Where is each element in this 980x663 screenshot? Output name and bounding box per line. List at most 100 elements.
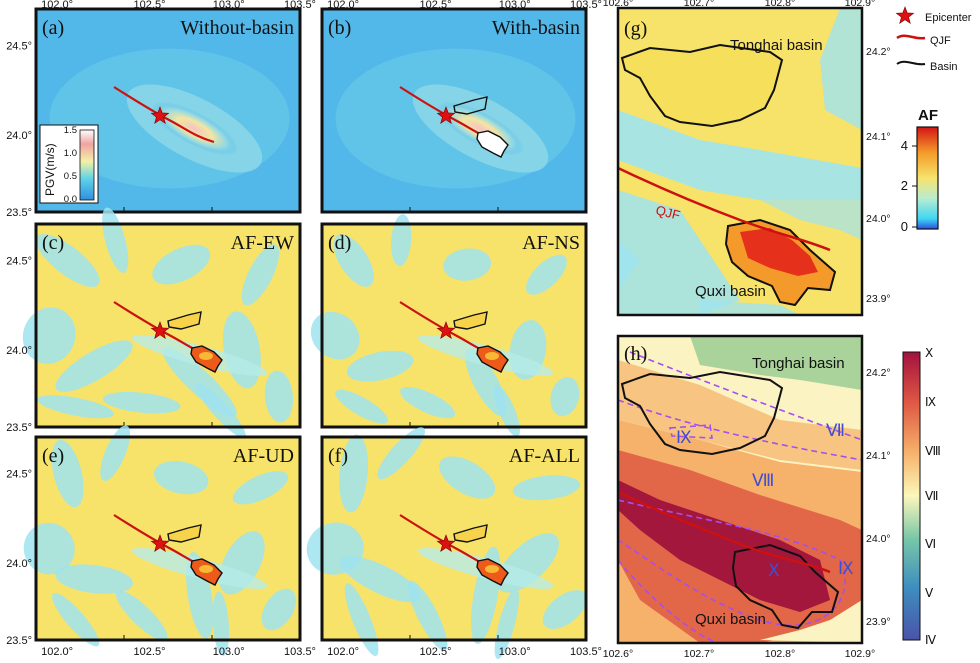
intensity-label: Ⅷ (752, 471, 774, 490)
intensity-colorbar-tick: Ⅳ (925, 633, 936, 647)
af-colorbar: AF 4 2 0 (901, 107, 939, 234)
y-tick-label: 24.0° (6, 558, 32, 570)
y-tick-label: 24.1° (866, 450, 891, 462)
y-tick-label: 24.0° (6, 345, 32, 357)
panel-title: With-basin (492, 17, 580, 39)
af-colorbar-tick: 2 (901, 178, 908, 193)
x-tick-label: 102.7° (684, 648, 714, 660)
panel-letter: (e) (42, 445, 64, 467)
map-panel-a: (a) Without-basin 24.5° 24.0° 23.5° 102.0° 102… (6, 0, 316, 219)
y-tick-label: 24.0° (6, 130, 32, 142)
map-panel-e: (e) AF-UD 24.5° 24.0° 23.5° 102.0° 102.5° 103.0… (6, 425, 316, 658)
panel-letter: (f) (328, 445, 348, 467)
y-tick-label: 24.5° (6, 256, 32, 268)
tonghai-basin-outline (167, 311, 202, 330)
x-tick-label: 102.7° (684, 0, 714, 9)
fault-trace (113, 86, 215, 144)
y-tick-label: 24.0° (866, 533, 891, 545)
panel-frame (616, 6, 864, 317)
legend-fault-icon (896, 34, 926, 40)
tonghai-basin-outline (453, 96, 488, 115)
x-tick-label: 103.0° (499, 646, 531, 658)
x-tick-label: 102.6° (603, 648, 633, 660)
x-tick-label: 103.0° (213, 646, 245, 658)
y-tick-label: 23.5° (6, 635, 32, 647)
pgv-inset-label: PGV(m/s) (43, 143, 57, 196)
intensity-colorbar-gradient (902, 351, 921, 641)
x-tick-label: 103.0° (499, 0, 531, 11)
epicenter-star (436, 106, 456, 124)
intensity-colorbar-tick: Ⅴ (925, 586, 934, 600)
x-tick-label: 102.5° (134, 0, 166, 11)
tonghai-basin-outline (620, 43, 784, 128)
y-tick-label: 24.0° (866, 213, 891, 225)
x-tick-label: 103.5° (570, 646, 602, 658)
quxi-basin-outline (476, 130, 509, 158)
epicenter-star (150, 106, 170, 124)
y-tick-label: 24.2° (866, 367, 891, 379)
x-tick-label: 102.5° (134, 646, 166, 658)
epicenter-star (150, 321, 170, 339)
legend-basin-icon (896, 60, 926, 66)
panel-letter: (b) (328, 17, 351, 39)
legend-epicenter-label: Epicenter (925, 12, 972, 24)
epicenter-star (436, 321, 456, 339)
panel-g: (g) Tonghai basin Quxi basin QJF 102.6° 102.7… (603, 0, 891, 317)
legend: Epicenter QJF Basin (895, 6, 972, 73)
panel-title: AF-NS (522, 232, 580, 254)
panel-title: AF-EW (231, 232, 294, 254)
af-colorbar-tick: 4 (901, 138, 908, 153)
tonghai-basin-outline (167, 524, 202, 543)
x-tick-label: 102.9° (845, 0, 875, 9)
y-tick-label: 24.5° (6, 41, 32, 53)
intensity-colorbar-tick: Ⅸ (925, 395, 936, 409)
intensity-colorbar-tick: Ⅶ (925, 489, 938, 503)
quxi-basin-outline (731, 543, 840, 630)
quxi-label: Quxi basin (695, 283, 766, 300)
intensity-label: Ⅶ (826, 421, 845, 440)
x-tick-label: 102.8° (765, 0, 795, 9)
intensity-label: Ⅸ (838, 559, 854, 578)
panel-title: AF-ALL (509, 445, 580, 467)
y-tick-label: 24.5° (6, 469, 32, 481)
x-tick-label: 102.0° (327, 0, 359, 11)
y-tick-label: 24.2° (866, 46, 891, 58)
af-colorbar-title: AF (918, 107, 938, 124)
map-panel-b: (b) With-basin 102.0° 102.5° 103.0° 103.5° (320, 0, 602, 214)
x-tick-label: 103.5° (284, 646, 316, 658)
panel-h: (h) Tonghai basin Quxi basin Ⅸ Ⅶ Ⅷ Ⅹ Ⅸ 102.6° 102… (603, 334, 891, 660)
panel-frame (34, 7, 302, 214)
x-tick-label: 102.0° (41, 0, 73, 11)
fault-label: QJF (654, 202, 682, 223)
x-tick-label: 102.0° (41, 646, 73, 658)
panel-letter: (a) (42, 17, 64, 39)
x-tick-label: 102.8° (765, 648, 795, 660)
map-panel-d: (d) AF-NS (310, 214, 588, 437)
legend-fault-label: QJF (930, 35, 951, 47)
x-tick-label: 102.6° (603, 0, 633, 9)
panel-frame (320, 435, 588, 642)
intensity-label: Ⅸ (676, 428, 692, 447)
y-tick-label: 23.5° (6, 207, 32, 219)
pgv-inset-tick: 0.5 (64, 171, 77, 182)
map-panel-f: (f) AF-ALL 102.0° 102.5° 103.0° 103.5° (306, 427, 602, 659)
y-tick-label: 23.9° (866, 293, 891, 305)
legend-basin-label: Basin (930, 61, 958, 73)
tonghai-basin-outline (453, 524, 488, 543)
x-tick-label: 102.0° (327, 646, 359, 658)
y-tick-label: 23.9° (866, 616, 891, 628)
pgv-inset-colorbar: PGV(m/s) 1.5 1.0 0.5 0.0 (39, 124, 99, 205)
panel-letter: (c) (42, 232, 64, 254)
intensity-colorbar-tick: Ⅹ (925, 346, 933, 360)
intensity-colorbar: Ⅹ Ⅸ Ⅷ Ⅶ Ⅵ Ⅴ Ⅳ (902, 346, 941, 647)
panel-frame (320, 7, 588, 214)
pgv-inset-tick: 1.0 (64, 148, 77, 159)
tonghai-label: Tonghai basin (730, 37, 823, 54)
tonghai-basin-outline (453, 311, 488, 330)
af-colorbar-gradient (916, 126, 939, 230)
tonghai-label: Tonghai basin (752, 355, 845, 372)
y-tick-label: 24.1° (866, 131, 891, 143)
epicenter-star (436, 534, 456, 552)
panel-frame (34, 435, 302, 642)
